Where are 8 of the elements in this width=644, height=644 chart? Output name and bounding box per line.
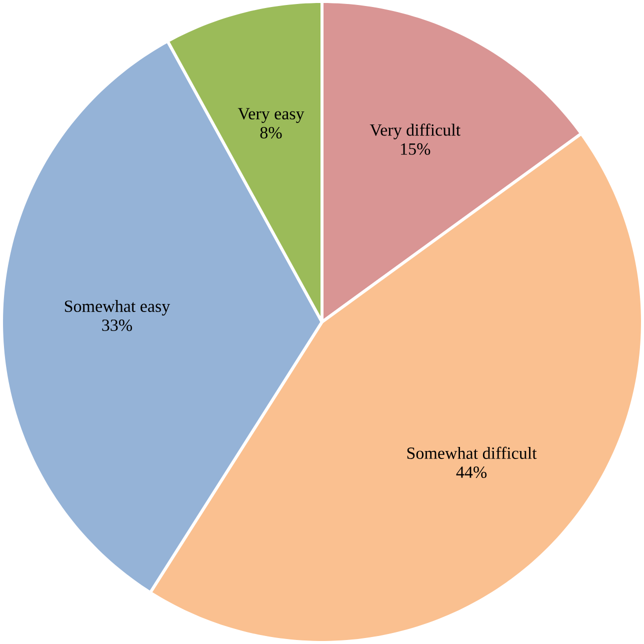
data-label: 15% <box>401 143 430 155</box>
slice-label: Somewhat difficult <box>407 446 537 459</box>
slice-label: Somewhat easy <box>64 300 170 316</box>
data-label: 33% <box>102 320 132 332</box>
slice-label: Very difficult <box>370 124 460 140</box>
data-label: 44% <box>456 466 487 478</box>
slice-label: Very easy <box>238 108 304 123</box>
data-label: 8% <box>260 126 282 138</box>
